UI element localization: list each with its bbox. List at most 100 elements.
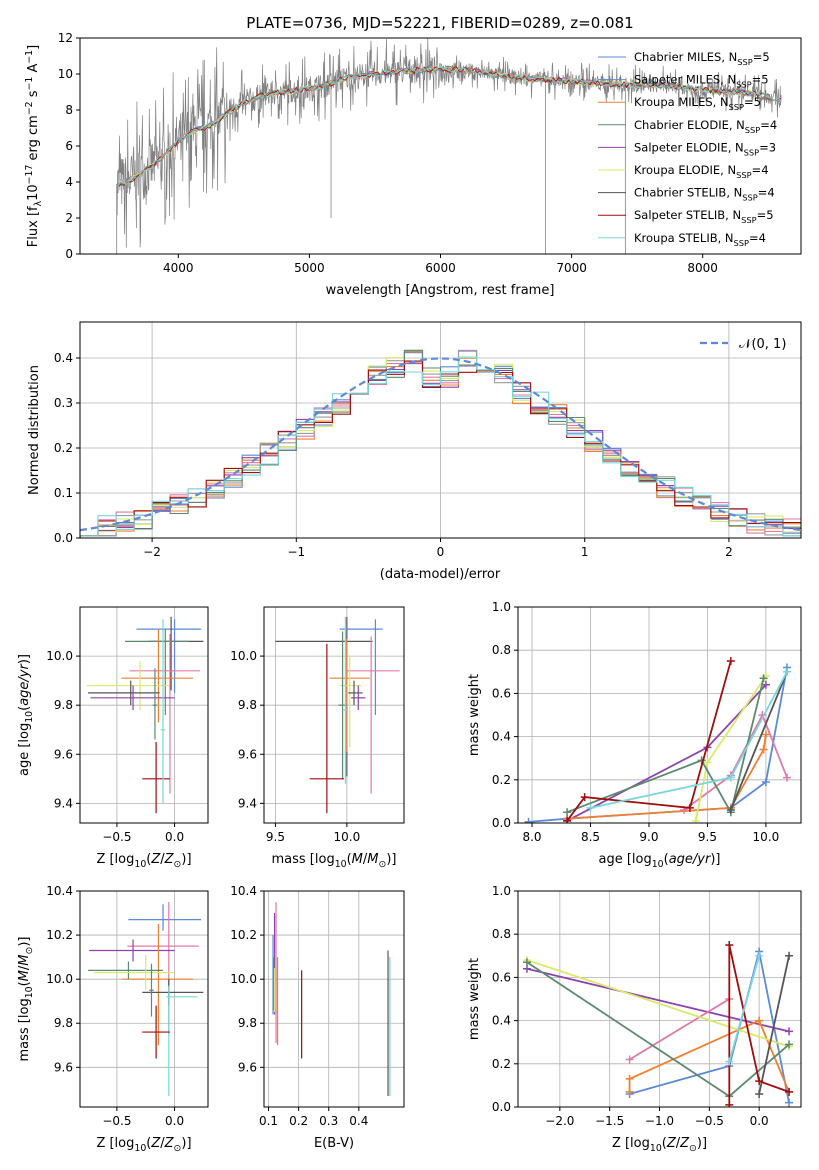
weight-marker: [782, 773, 791, 782]
errorbar-point: [128, 904, 202, 931]
weight-marker: [625, 1074, 634, 1083]
y-tick-label: 10.0: [46, 649, 73, 663]
errorbar-point: [148, 616, 204, 691]
axes-weight-vs-age: 8.0 8.5 9.0 9.5 10.0 0.0 0.2 0.4 0.6 0.8 1.0: [492, 600, 802, 844]
weight-marker: [580, 793, 589, 802]
weight-line: [758, 955, 790, 1095]
residuals-ylabel: Normed distribution: [27, 365, 42, 495]
weight-marker: [759, 674, 768, 683]
axes-age-vs-mass: 9.5 10.0 9.4 9.6 9.8 10.0: [230, 606, 405, 844]
residual-histogram: [80, 360, 801, 538]
y-tick-label: 9.6: [238, 1060, 257, 1074]
x-tick-label: 0.3: [319, 1114, 338, 1128]
y-tick-label: 10.4: [230, 884, 257, 898]
errorbar-point: [166, 985, 198, 1096]
ylabel-weight-vs-age: mass weight: [467, 674, 482, 756]
weight-series: [725, 941, 794, 1107]
weight-series: [563, 680, 770, 823]
errorbar-point: [88, 961, 164, 980]
y-tick-label: 0.0: [492, 1100, 511, 1114]
axes-frame: [79, 606, 209, 824]
y-tick-label: 9.8: [238, 1016, 257, 1030]
x-tick-label: 2: [725, 545, 733, 559]
residuals-xlabel: (data-model)/error: [380, 567, 501, 582]
weight-marker: [725, 1057, 734, 1066]
errorbar-point: [342, 616, 349, 784]
errorbar-point: [348, 680, 363, 706]
ylabel-age-vs-Z: age [log10(age/yr)]: [17, 654, 35, 776]
weight-marker: [625, 1055, 634, 1064]
errorbar-point: [86, 661, 169, 711]
weight-line: [729, 671, 788, 811]
xlabel-weight-vs-age: age [log10(age/yr)]: [598, 852, 720, 870]
x-tick-label: 0.0: [165, 830, 184, 844]
weight-line: [566, 660, 732, 822]
spectrum-ylabel: Flux [fλ10−17 erg cm−2 s−1 A−1]: [24, 45, 44, 247]
axes-age-vs-Z: −0.5 0.0 9.4 9.6 9.8 10.0: [46, 606, 209, 844]
weight-line: [728, 955, 760, 1062]
errorbar-point: [89, 939, 175, 962]
legend-entry: Salpeter STELIB, NSSP=5: [634, 208, 774, 225]
x-tick-label: −2.0: [545, 1114, 574, 1128]
errorbar-point: [88, 680, 160, 706]
x-tick-label: 8.0: [522, 830, 541, 844]
y-tick-label: 0.0: [492, 816, 511, 830]
legend-entry: Chabrier STELIB, NSSP=4: [634, 186, 775, 203]
errorbar-point: [339, 656, 362, 747]
errorbar-point: [309, 643, 344, 814]
x-tick-label: 10.0: [333, 830, 360, 844]
legend-entry: Salpeter MILES, NSSP=5: [634, 73, 769, 90]
legend-entry: Kroupa STELIB, NSSP=4: [634, 231, 766, 248]
y-tick-label: 10.0: [230, 972, 257, 986]
axes-mass-vs-ebv: 0.1 0.2 0.3 0.4 9.6 9.8 10.0 10.2 10.4: [230, 884, 405, 1128]
weight-marker: [524, 817, 533, 823]
plot-area-weight-vs-Z: [522, 941, 794, 1107]
x-tick-label: 5000: [294, 261, 325, 275]
y-tick-label: 0.2: [492, 1057, 511, 1071]
weight-marker: [755, 1016, 764, 1025]
x-tick-label: 7000: [556, 261, 587, 275]
xlabel-mass-vs-Z: Z [log10(Z/Z⊙)]: [96, 1136, 191, 1154]
x-tick-label: 9.0: [639, 830, 658, 844]
ylabel-mass-vs-Z: mass [log10(M/M⊙)]: [17, 937, 35, 1062]
weight-series: [524, 663, 791, 823]
plot-area-mass-vs-ebv: [272, 902, 391, 1096]
errorbar-point: [124, 629, 189, 715]
y-tick-label: 0.8: [492, 643, 511, 657]
y-tick-label: 1.0: [492, 884, 511, 898]
errorbar-point: [136, 619, 202, 693]
x-tick-label: 0.4: [349, 1114, 368, 1128]
x-tick-label: 9.5: [266, 830, 285, 844]
weight-series: [586, 667, 791, 812]
plot-area-mass-vs-Z: [88, 902, 204, 1096]
model-fit-line: [117, 65, 782, 187]
errorbar-point: [149, 963, 154, 1017]
axes-weight-vs-Z: −2.0 −1.5 −1.0 −0.5 0.0 0.0 0.2 0.4 0.6 0.8 1.0: [492, 884, 802, 1128]
weight-marker: [761, 730, 770, 739]
weight-marker: [726, 657, 735, 665]
x-tick-label: 0.0: [750, 1114, 769, 1128]
y-tick-label: 0.6: [492, 970, 511, 984]
y-tick-label: 10.0: [46, 972, 73, 986]
ylabel-weight-vs-Z: mass weight: [467, 958, 482, 1040]
y-tick-label: 9.6: [238, 747, 257, 761]
weight-marker: [785, 1098, 794, 1107]
model-fit-line: [117, 66, 782, 188]
xlabel-age-vs-Z: Z [log10(Z/Z⊙)]: [96, 852, 191, 870]
weight-marker: [725, 1100, 734, 1107]
y-tick-label: 12: [58, 31, 73, 45]
xlabel-age-vs-mass: mass [log10(M/M⊙)]: [272, 852, 397, 870]
x-tick-label: 6000: [425, 261, 456, 275]
errorbar-point: [90, 685, 175, 711]
axes-frame: [263, 890, 405, 1108]
weight-marker: [755, 1077, 764, 1086]
weight-marker: [725, 941, 734, 949]
residual-histogram: [80, 356, 801, 538]
errorbar-point: [160, 619, 166, 804]
x-tick-label: −0.5: [102, 830, 131, 844]
plot-area-spectrum: [116, 38, 782, 254]
x-tick-label: −2: [143, 545, 161, 559]
axes-residuals: −2 −1 0 1 2 0.0 0.1 0.2 0.3 0.4: [54, 321, 802, 559]
y-tick-label: 1.0: [492, 600, 511, 614]
